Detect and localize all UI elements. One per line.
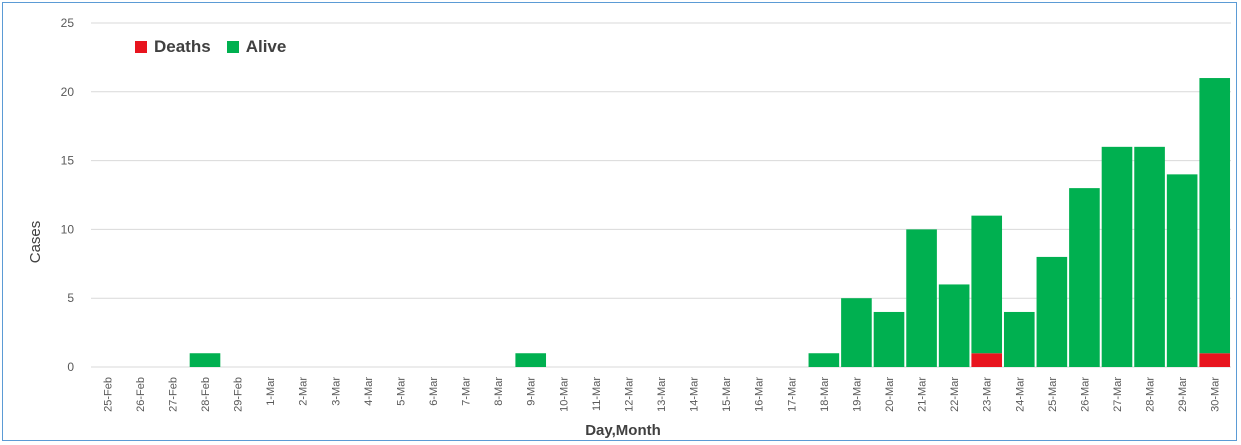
x-tick-label: 8-Mar: [493, 377, 505, 406]
bar-alive-21-Mar: [906, 229, 937, 367]
legend-swatch-deaths: [135, 41, 147, 53]
x-tick-label: 29-Feb: [233, 377, 245, 412]
bar-deaths-30-Mar: [1199, 353, 1231, 367]
bar-alive-24-Mar: [1003, 311, 1035, 367]
x-tick-label: 28-Mar: [1145, 377, 1157, 412]
x-tick-label: 25-Feb: [102, 377, 114, 412]
legend-item-alive: Alive: [226, 37, 287, 57]
bar-alive-27-Mar: [1101, 146, 1133, 367]
y-tick-labels: 0 5 10 15 20 25: [61, 16, 75, 374]
x-tick-label: 27-Feb: [167, 377, 179, 412]
x-tick-label: 19-Mar: [851, 377, 863, 412]
y-tick-label: 10: [61, 222, 75, 236]
bar-alive-28-Mar: [1134, 146, 1165, 367]
x-tick-label: 15-Mar: [721, 377, 733, 412]
x-tick-label: 29-Mar: [1177, 377, 1189, 412]
legend: Deaths Alive: [135, 37, 302, 57]
legend-label-deaths: Deaths: [154, 37, 211, 56]
x-tick-label: 5-Mar: [395, 377, 407, 406]
x-tick-labels: 25-Feb 26-Feb 27-Feb 28-Feb 29-Feb 1-Mar 2-Mar…: [102, 377, 1221, 412]
x-tick-label: 20-Mar: [884, 377, 896, 412]
bar-deaths-23-Mar: [971, 353, 1003, 367]
x-tick-label: 7-Mar: [461, 377, 473, 406]
x-tick-label: 23-Mar: [982, 377, 994, 412]
x-tick-label: 24-Mar: [1014, 377, 1026, 412]
bar-alive-26-Mar: [1069, 188, 1100, 367]
x-tick-label: 18-Mar: [819, 377, 831, 412]
bar-alive-9-Mar: [515, 353, 547, 367]
x-tick-label: 14-Mar: [689, 377, 701, 412]
x-tick-label: 22-Mar: [949, 377, 961, 412]
y-tick-label: 0: [67, 360, 74, 374]
x-tick-label: 16-Mar: [754, 377, 766, 412]
x-tick-label: 1-Mar: [265, 377, 277, 406]
y-tick-label: 25: [61, 16, 75, 30]
x-tick-label: 3-Mar: [330, 377, 342, 406]
x-tick-label: 26-Mar: [1079, 377, 1091, 412]
bar-alive-18-Mar: [808, 353, 840, 367]
bar-alive-28-Feb: [189, 353, 221, 367]
x-tick-label: 25-Mar: [1047, 377, 1059, 412]
legend-item-deaths: Deaths: [135, 37, 211, 57]
legend-swatch-alive: [226, 41, 239, 53]
x-tick-label: 28-Feb: [200, 377, 212, 412]
bars: [189, 78, 1231, 367]
bar-alive-30-Mar: [1199, 78, 1231, 354]
x-tick-label: 6-Mar: [428, 377, 440, 406]
y-tick-label: 15: [61, 154, 75, 168]
y-tick-label: 5: [67, 291, 74, 305]
x-tick-label: 4-Mar: [363, 377, 375, 406]
bar-alive-22-Mar: [938, 284, 970, 367]
x-tick-label: 12-Mar: [623, 377, 635, 412]
y-tick-label: 20: [61, 85, 75, 99]
bar-chart: 0 5 10 15 20 25 25-Feb 26-Feb 27-Feb 28-Feb 29-Fe…: [27, 16, 1231, 439]
bar-alive-29-Mar: [1166, 174, 1198, 367]
bar-alive-23-Mar: [971, 215, 1003, 354]
x-tick-label: 10-Mar: [558, 377, 570, 412]
x-tick-label: 30-Mar: [1210, 377, 1222, 412]
x-tick-label: 11-Mar: [591, 377, 603, 411]
x-axis-label: Day,Month: [585, 422, 661, 439]
x-tick-label: 2-Mar: [298, 377, 310, 406]
x-tick-label: 21-Mar: [917, 377, 929, 412]
x-tick-label: 9-Mar: [526, 377, 538, 406]
bar-alive-19-Mar: [841, 298, 872, 367]
bar-alive-20-Mar: [873, 311, 905, 367]
x-tick-label: 13-Mar: [656, 377, 668, 412]
x-tick-label: 26-Feb: [135, 377, 147, 412]
x-tick-label: 17-Mar: [786, 377, 798, 412]
y-axis-label: Cases: [27, 221, 44, 264]
x-tick-label: 27-Mar: [1112, 377, 1124, 412]
legend-label-alive: Alive: [245, 37, 287, 56]
bar-alive-25-Mar: [1036, 256, 1068, 367]
